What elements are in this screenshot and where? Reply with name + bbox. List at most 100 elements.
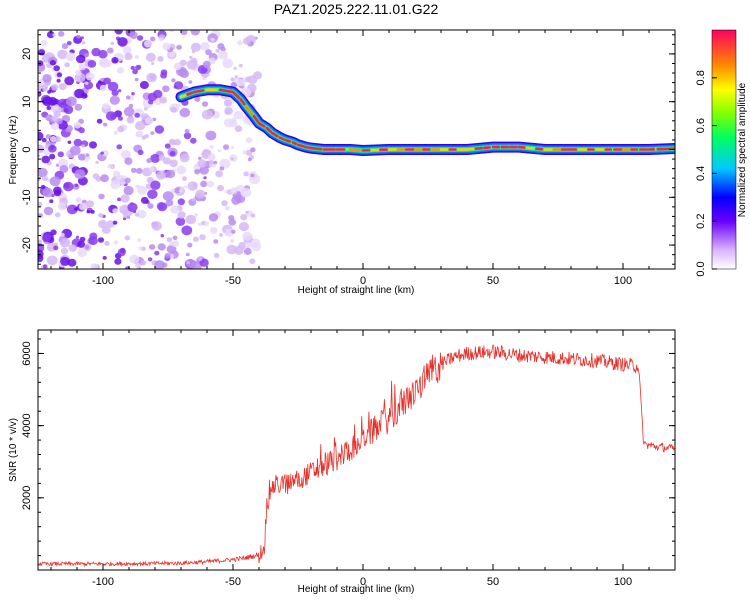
x-tick-label: -100 <box>92 576 114 588</box>
noise-blob <box>139 80 149 90</box>
noise-blob <box>63 105 74 115</box>
noise-blob <box>168 50 176 58</box>
noise-blob <box>117 197 122 202</box>
noise-blob <box>100 151 104 155</box>
noise-blob <box>238 222 250 232</box>
noise-blob <box>38 201 43 208</box>
noise-blob <box>237 40 243 46</box>
noise-blob <box>77 240 85 248</box>
noise-blob <box>51 83 59 91</box>
noise-blob <box>169 241 174 246</box>
noise-blob <box>249 258 256 265</box>
noise-blob <box>157 243 166 251</box>
noise-blob <box>120 194 130 203</box>
noise-blob <box>233 110 244 120</box>
colorbar-tick-label: 0.4 <box>695 166 707 181</box>
ridge-core-segment <box>257 121 266 128</box>
noise-blob <box>75 54 86 64</box>
noise-blob <box>238 63 243 68</box>
noise-blob <box>203 176 207 180</box>
noise-blob <box>124 52 133 61</box>
x-tick-label: -50 <box>225 275 241 287</box>
noise-blob <box>102 256 107 260</box>
noise-blob <box>74 88 85 99</box>
noise-blob <box>206 180 215 188</box>
noise-blob <box>92 173 100 180</box>
noise-blob <box>98 49 108 59</box>
noise-blob <box>187 181 198 191</box>
noise-blob <box>185 252 190 257</box>
noise-blob <box>176 165 187 175</box>
noise-blob <box>197 159 207 168</box>
noise-blob <box>42 74 52 83</box>
noise-blob <box>38 144 45 154</box>
noise-blob <box>80 36 84 40</box>
noise-blob <box>181 186 185 190</box>
noise-blob <box>237 78 246 87</box>
noise-blob <box>122 46 132 54</box>
noise-blob <box>50 122 60 130</box>
noise-blob <box>46 30 55 39</box>
noise-blob <box>207 153 216 161</box>
noise-blob <box>57 202 67 211</box>
noise-blob <box>84 53 89 58</box>
noise-blob <box>245 210 249 214</box>
noise-blob <box>243 247 252 255</box>
ridge-core-segment <box>291 141 298 145</box>
noise-blob <box>74 169 86 180</box>
noise-blob <box>199 165 210 175</box>
noise-blob <box>231 117 237 122</box>
noise-blob <box>250 238 261 248</box>
bottom-y-axis-label: SNR (10 * v/v) <box>8 418 19 482</box>
noise-blob <box>191 198 195 202</box>
noise-blob <box>54 212 61 218</box>
noise-blob <box>243 171 249 177</box>
noise-blob <box>165 199 174 207</box>
noise-blob <box>114 30 123 35</box>
noise-blob <box>154 260 165 269</box>
noise-blob <box>98 219 108 229</box>
noise-blob <box>187 242 193 248</box>
ridge-green-band <box>179 88 675 152</box>
noise-blob <box>49 59 57 66</box>
y-tick-label: 6000 <box>21 341 33 365</box>
noise-blob <box>200 180 208 188</box>
noise-blob <box>46 105 52 111</box>
ridge-core-segment <box>179 94 187 99</box>
noise-blob <box>77 248 87 258</box>
noise-blob <box>171 78 176 83</box>
noise-blob <box>244 241 252 249</box>
noise-blob <box>197 256 203 261</box>
noise-blob <box>230 82 237 88</box>
noise-blob <box>230 146 235 149</box>
x-tick-label: 0 <box>360 275 366 287</box>
ridge-core-segment <box>474 146 484 150</box>
noise-blob <box>184 128 190 134</box>
noise-blob <box>230 77 235 82</box>
noise-blob <box>159 96 167 104</box>
noise-blob <box>224 228 234 237</box>
noise-blob <box>224 107 233 115</box>
noise-blob <box>223 99 232 107</box>
noise-blob <box>150 180 161 190</box>
noise-blob <box>109 95 120 105</box>
noise-blob <box>86 210 91 214</box>
noise-blob <box>209 145 214 149</box>
noise-blob <box>47 90 52 94</box>
ridge-core-segment <box>231 90 241 100</box>
noise-blob <box>179 69 189 79</box>
noise-blob <box>58 83 67 91</box>
noise-blob <box>66 40 72 46</box>
noise-blob <box>81 144 85 148</box>
noise-blob <box>57 151 64 158</box>
noise-blob <box>110 41 115 46</box>
noise-blob <box>228 218 236 226</box>
noise-blob <box>122 217 127 221</box>
noise-blob <box>190 30 200 36</box>
x-tick-label: -50 <box>225 576 241 588</box>
ridge-core-segment <box>239 98 246 106</box>
noise-blob <box>113 130 118 135</box>
noise-blob <box>53 245 59 251</box>
noise-blob <box>111 165 116 169</box>
